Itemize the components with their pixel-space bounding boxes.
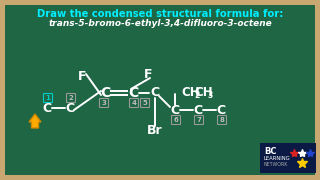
Text: trans-5-bromo-6-ethyl-3,4-difluoro-3-octene: trans-5-bromo-6-ethyl-3,4-difluoro-3-oct… xyxy=(48,19,272,28)
Text: 7: 7 xyxy=(196,117,201,123)
Text: CH: CH xyxy=(182,87,200,100)
Text: BC: BC xyxy=(264,147,276,156)
Text: CH: CH xyxy=(195,87,213,100)
Text: 5: 5 xyxy=(143,100,148,106)
FancyBboxPatch shape xyxy=(5,5,315,175)
FancyBboxPatch shape xyxy=(195,116,204,125)
FancyBboxPatch shape xyxy=(100,98,108,107)
Text: 6: 6 xyxy=(174,117,178,123)
Text: Draw the condensed structural formula for:: Draw the condensed structural formula fo… xyxy=(37,9,283,19)
Text: LEARNING: LEARNING xyxy=(264,156,291,161)
Text: 1: 1 xyxy=(45,95,51,101)
FancyBboxPatch shape xyxy=(130,98,139,107)
Text: 3: 3 xyxy=(207,91,212,100)
Text: C: C xyxy=(216,103,226,116)
FancyArrow shape xyxy=(29,114,41,128)
Text: C: C xyxy=(171,103,180,116)
Bar xyxy=(260,143,316,173)
FancyBboxPatch shape xyxy=(172,116,180,125)
Text: 8: 8 xyxy=(220,117,224,123)
FancyBboxPatch shape xyxy=(140,98,149,107)
Text: 2: 2 xyxy=(194,91,200,100)
FancyBboxPatch shape xyxy=(218,116,227,125)
Text: F: F xyxy=(144,68,152,80)
Text: 3: 3 xyxy=(101,100,107,106)
Text: C: C xyxy=(43,102,52,114)
Text: 2: 2 xyxy=(68,95,73,101)
Text: C: C xyxy=(128,86,138,100)
Text: 4: 4 xyxy=(132,100,137,106)
Text: F: F xyxy=(78,69,86,82)
FancyBboxPatch shape xyxy=(44,93,52,102)
FancyBboxPatch shape xyxy=(67,93,76,102)
Text: C: C xyxy=(100,86,110,100)
Text: C: C xyxy=(65,102,75,114)
Text: C: C xyxy=(193,103,203,116)
Text: Br: Br xyxy=(147,125,163,138)
Text: NETWORK: NETWORK xyxy=(264,163,288,168)
Text: C: C xyxy=(150,87,160,100)
